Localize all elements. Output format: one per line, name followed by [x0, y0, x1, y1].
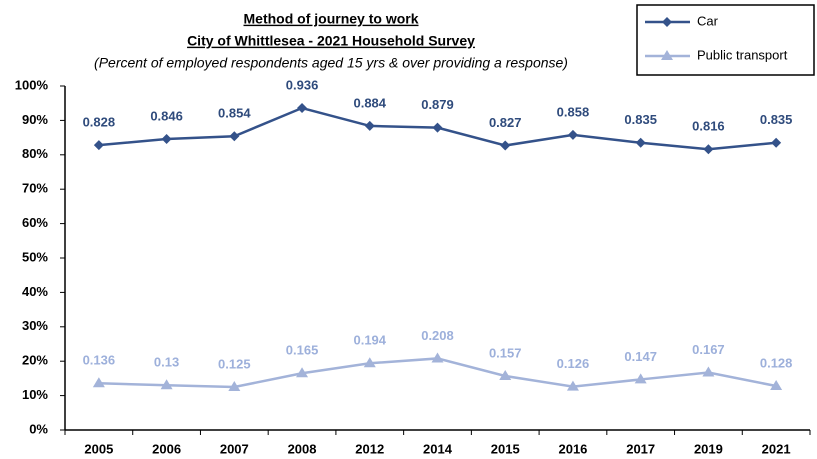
- y-tick-label: 80%: [22, 146, 48, 161]
- data-label: 0.854: [218, 106, 251, 121]
- data-label: 0.879: [421, 97, 454, 112]
- y-tick-label: 50%: [22, 249, 48, 264]
- data-label: 0.816: [692, 119, 725, 134]
- point-marker: [161, 133, 172, 144]
- x-tick-label: 2016: [558, 441, 587, 456]
- point-marker: [771, 137, 782, 148]
- data-label: 0.126: [557, 356, 590, 371]
- chart-subtitle: City of Whittlesea - 2021 Household Surv…: [187, 33, 475, 49]
- y-tick-label: 10%: [22, 387, 48, 402]
- y-tick-label: 90%: [22, 112, 48, 127]
- point-marker: [634, 373, 647, 384]
- y-tick-label: 60%: [22, 215, 48, 230]
- data-label: 0.858: [557, 104, 590, 119]
- legend-label: Car: [697, 13, 719, 28]
- point-marker: [363, 357, 376, 368]
- x-tick-label: 2005: [84, 441, 113, 456]
- point-marker: [92, 377, 105, 388]
- point-marker: [228, 381, 241, 391]
- legend-marker: [661, 50, 673, 60]
- point-marker: [432, 122, 443, 133]
- data-label: 0.936: [286, 77, 319, 92]
- point-marker: [635, 137, 646, 148]
- data-label: 0.136: [83, 353, 116, 368]
- data-label: 0.157: [489, 345, 522, 360]
- x-tick-label: 2014: [423, 441, 453, 456]
- data-label: 0.165: [286, 343, 319, 358]
- y-tick-label: 30%: [22, 318, 48, 333]
- data-label: 0.128: [760, 355, 793, 370]
- data-label: 0.13: [154, 355, 179, 370]
- x-tick-label: 2015: [491, 441, 520, 456]
- data-label: 0.884: [353, 95, 386, 110]
- point-marker: [770, 379, 783, 390]
- point-marker: [160, 379, 173, 390]
- legend-marker: [662, 17, 672, 27]
- point-marker: [296, 367, 309, 378]
- y-tick-label: 0%: [29, 421, 48, 436]
- data-label: 0.828: [83, 115, 116, 130]
- x-tick-label: 2007: [220, 441, 249, 456]
- point-marker: [364, 120, 375, 131]
- x-tick-label: 2017: [626, 441, 655, 456]
- point-marker: [702, 366, 715, 377]
- data-label: 0.835: [760, 112, 793, 127]
- x-tick-label: 2012: [355, 441, 384, 456]
- y-tick-label: 40%: [22, 284, 48, 299]
- x-tick-label: 2019: [694, 441, 723, 456]
- point-marker: [500, 140, 511, 151]
- y-tick-label: 70%: [22, 181, 48, 196]
- legend-label: Public transport: [697, 47, 788, 62]
- point-marker: [703, 144, 714, 155]
- x-tick-label: 2006: [152, 441, 181, 456]
- point-marker: [567, 129, 578, 140]
- legend-box: [636, 4, 815, 76]
- series-line: [98, 357, 777, 389]
- data-label: 0.125: [218, 356, 251, 371]
- data-label: 0.167: [692, 342, 725, 357]
- chart-note: (Percent of employed respondents aged 15…: [94, 55, 568, 71]
- point-marker: [566, 380, 579, 391]
- data-label: 0.147: [624, 349, 657, 364]
- data-label: 0.846: [150, 108, 183, 123]
- x-tick-label: 2021: [762, 441, 791, 456]
- point-marker: [229, 131, 240, 142]
- point-marker: [431, 352, 444, 363]
- data-label: 0.194: [353, 333, 386, 348]
- point-marker: [499, 369, 512, 380]
- data-label: 0.835: [624, 112, 657, 127]
- chart-title: Method of journey to work: [244, 11, 419, 27]
- y-tick-label: 20%: [22, 353, 48, 368]
- point-marker: [297, 103, 308, 114]
- y-tick-label: 100%: [15, 77, 49, 92]
- data-label: 0.827: [489, 115, 522, 130]
- point-marker: [93, 140, 104, 151]
- data-label: 0.208: [421, 328, 454, 343]
- x-tick-label: 2008: [288, 441, 317, 456]
